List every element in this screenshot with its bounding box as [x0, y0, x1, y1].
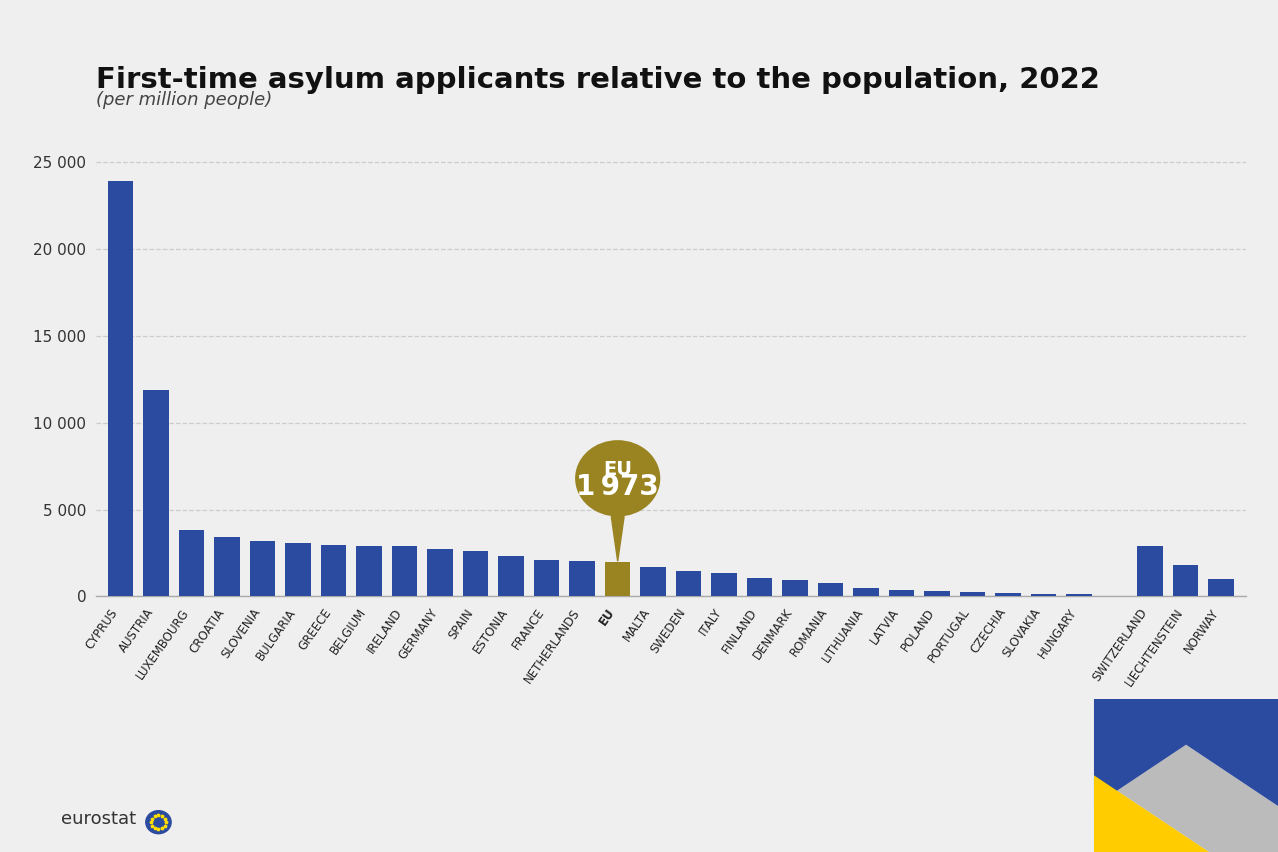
Polygon shape — [611, 516, 624, 561]
Bar — [463, 551, 488, 596]
Bar — [1066, 595, 1091, 596]
Bar — [534, 560, 560, 596]
Bar — [392, 546, 418, 596]
Text: eurostat: eurostat — [61, 810, 137, 828]
Bar — [1173, 565, 1199, 596]
Polygon shape — [1094, 745, 1278, 852]
Text: (per million people): (per million people) — [96, 90, 272, 109]
Bar — [143, 390, 169, 596]
Bar — [712, 573, 737, 596]
Bar — [924, 591, 950, 596]
Bar — [321, 545, 346, 596]
Bar — [782, 580, 808, 596]
Bar — [427, 549, 452, 596]
Bar — [1031, 594, 1057, 596]
Bar — [250, 541, 276, 596]
Bar — [889, 590, 915, 596]
Bar — [107, 181, 133, 596]
Bar — [640, 567, 666, 596]
Bar — [854, 588, 879, 596]
Text: 1 973: 1 973 — [576, 473, 659, 501]
Bar — [1209, 579, 1235, 596]
Bar — [215, 537, 240, 596]
Bar — [179, 531, 204, 596]
Bar — [498, 556, 524, 596]
Bar — [746, 579, 772, 596]
Bar — [996, 593, 1021, 596]
Bar — [357, 546, 382, 596]
Polygon shape — [1094, 775, 1209, 852]
Bar — [570, 561, 596, 596]
Bar — [1137, 546, 1163, 596]
Bar — [285, 544, 311, 596]
Ellipse shape — [575, 440, 661, 516]
Bar — [960, 592, 985, 596]
Polygon shape — [1094, 699, 1278, 806]
Bar — [676, 571, 702, 596]
Text: EU: EU — [603, 460, 633, 479]
Bar — [604, 562, 630, 596]
Bar — [818, 584, 843, 596]
Circle shape — [146, 811, 171, 833]
Text: First-time asylum applicants relative to the population, 2022: First-time asylum applicants relative to… — [96, 66, 1100, 94]
